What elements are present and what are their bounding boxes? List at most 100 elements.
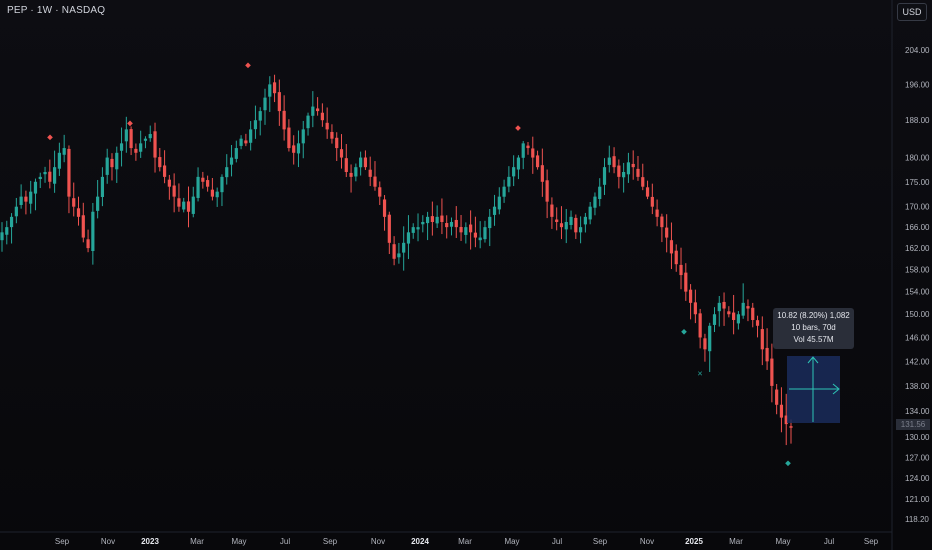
- candle-body: [545, 180, 549, 202]
- candle-body: [789, 426, 793, 428]
- price-tick-label: 166.00: [905, 223, 930, 232]
- candle-body: [272, 82, 277, 94]
- candle: [339, 134, 344, 169]
- candle-body: [282, 110, 286, 130]
- candle: [679, 247, 683, 290]
- candle-body: [521, 143, 525, 158]
- candle: [540, 148, 544, 197]
- candle: [38, 172, 42, 189]
- time-tick-label: Mar: [190, 537, 204, 546]
- candle-body: [746, 306, 750, 309]
- candle-body: [296, 143, 301, 154]
- candle-body: [755, 320, 760, 326]
- markers-layer: ×: [47, 62, 791, 467]
- candle: [306, 112, 310, 136]
- time-tick-label: May: [775, 537, 790, 546]
- candle-body: [38, 176, 42, 180]
- candle: [354, 163, 358, 182]
- high-diamond-marker: [127, 120, 133, 127]
- candle: [684, 263, 688, 301]
- candle: [760, 316, 764, 366]
- candle-body: [239, 138, 243, 146]
- candle: [593, 192, 597, 216]
- candle: [732, 294, 736, 335]
- price-tick-label: 154.00: [905, 288, 930, 297]
- candle: [645, 180, 650, 200]
- time-tick-label: Sep: [323, 537, 338, 546]
- time-tick-label: May: [231, 537, 246, 546]
- candle-body: [344, 158, 348, 173]
- candle-body: [507, 176, 511, 187]
- candle-body: [679, 264, 683, 276]
- price-tick-label: 130.00: [905, 433, 930, 442]
- candle: [612, 147, 616, 174]
- candle: [239, 135, 243, 150]
- candle-body: [602, 167, 607, 185]
- candle: [14, 197, 18, 224]
- candle: [292, 135, 296, 165]
- candle-body: [708, 325, 712, 352]
- candle: [569, 210, 573, 230]
- candle: [0, 222, 4, 252]
- candle: [516, 155, 521, 180]
- price-axis: 204.00 196.00 188.00 180.00 175.00 170.00 166.…: [891, 0, 930, 550]
- currency-button[interactable]: USD: [897, 3, 927, 21]
- candle-body: [516, 157, 521, 170]
- candle: [196, 167, 200, 202]
- candle-body: [688, 289, 693, 303]
- candle: [588, 201, 592, 225]
- candle-body: [569, 216, 573, 225]
- candle-body: [206, 180, 210, 187]
- time-tick-label: 2024: [411, 537, 429, 546]
- candle: [406, 215, 411, 260]
- candle: [100, 167, 105, 207]
- candle-body: [650, 196, 654, 207]
- candle: [736, 311, 740, 330]
- candle-body: [234, 148, 238, 159]
- measure-up-arrowhead: [807, 356, 819, 364]
- candle: [148, 125, 152, 142]
- candle-body: [617, 165, 621, 177]
- candle-body: [382, 199, 387, 217]
- candle-body: [459, 226, 463, 233]
- candle: [325, 107, 329, 139]
- candle-body: [191, 196, 195, 214]
- candle-body: [583, 216, 587, 225]
- candle-body: [43, 172, 47, 175]
- candle-body: [0, 232, 4, 241]
- time-tick-label: Jul: [552, 537, 562, 546]
- time-tick-label: Mar: [458, 537, 472, 546]
- candle-body: [5, 227, 9, 235]
- candle-body: [177, 198, 181, 207]
- candle-body: [469, 224, 473, 233]
- candle-body: [497, 196, 501, 210]
- candle-body: [526, 145, 530, 149]
- candle: [225, 154, 229, 185]
- candle: [445, 215, 449, 239]
- candle: [449, 217, 454, 236]
- candle: [48, 159, 52, 189]
- candle: [521, 140, 525, 170]
- candle: [535, 150, 540, 170]
- measure-tool[interactable]: [787, 356, 840, 423]
- candle: [320, 103, 324, 127]
- candle-body: [62, 148, 66, 155]
- candle: [186, 186, 191, 228]
- candle-body: [669, 240, 674, 254]
- candle-body: [53, 167, 57, 184]
- time-tick-label: Jul: [824, 537, 834, 546]
- time-tick-label: Mar: [729, 537, 743, 546]
- candle: [650, 183, 654, 215]
- price-tick-label: 121.00: [905, 495, 930, 504]
- candle: [746, 299, 750, 322]
- candle: [134, 143, 138, 161]
- candle-body: [311, 106, 315, 116]
- measure-volume: Vol 45.57M: [793, 335, 834, 344]
- candle: [717, 295, 721, 327]
- symbol-title[interactable]: PEP · 1W · NASDAQ: [7, 5, 106, 16]
- candle: [669, 222, 674, 270]
- candle-body: [727, 311, 731, 315]
- candle-body: [253, 120, 258, 130]
- candle: [76, 196, 81, 226]
